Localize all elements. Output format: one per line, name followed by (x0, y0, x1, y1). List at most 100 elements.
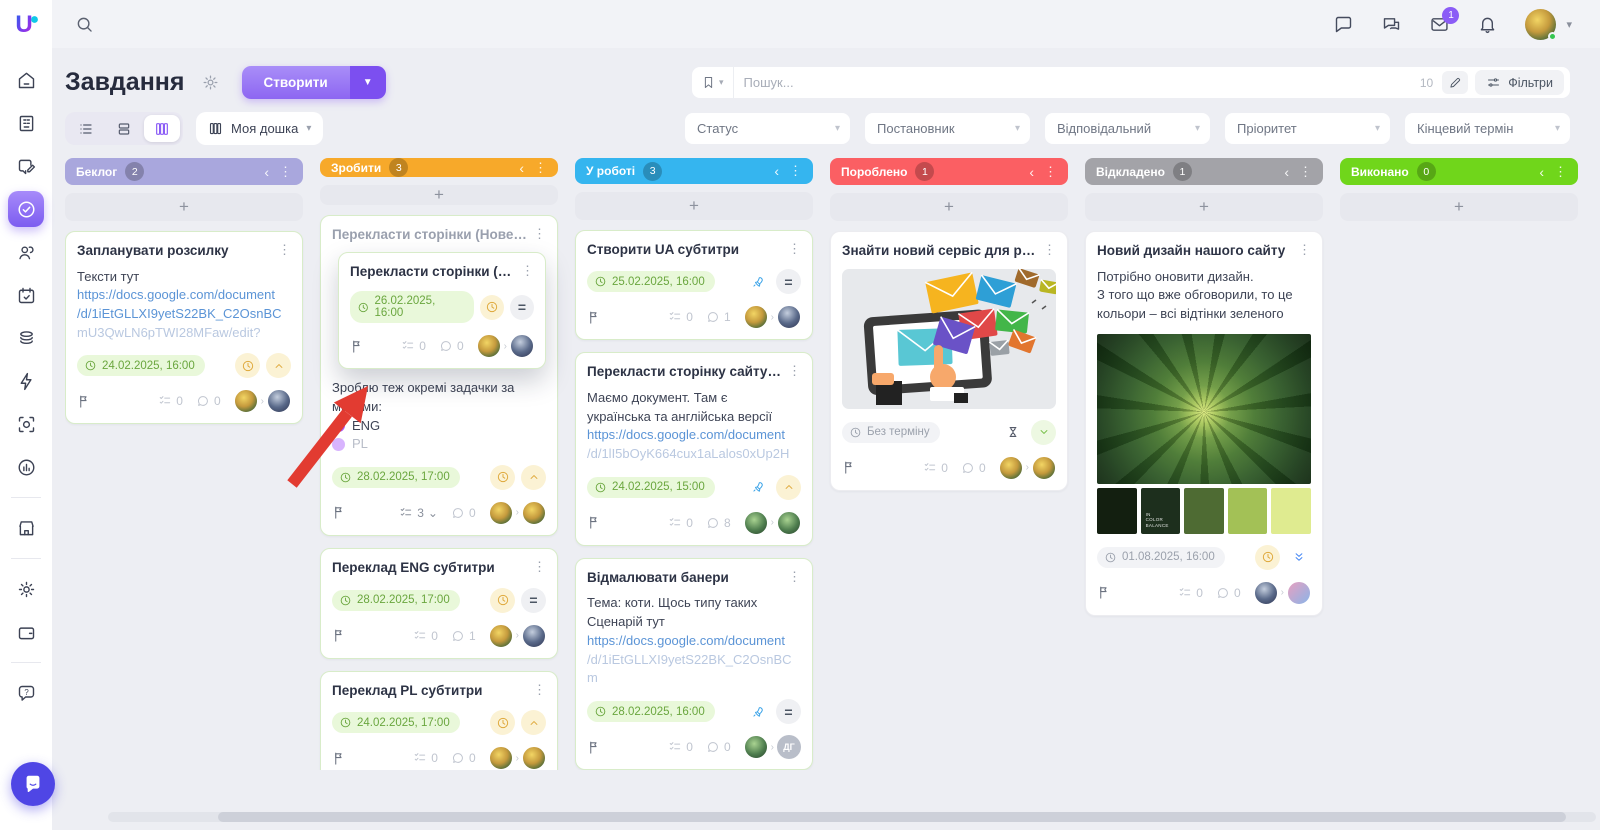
flag-icon[interactable] (350, 339, 365, 354)
column-header[interactable]: Зробити 3 ‹ ⋮ (320, 158, 558, 177)
column-header[interactable]: Пороблено 1 ‹ ⋮ (830, 158, 1068, 185)
sidebar-item-wallet[interactable] (8, 614, 44, 650)
task-card[interactable]: Знайти новий сервіс для ро... ⋮ Без термін… (830, 231, 1068, 491)
doc-link[interactable]: /d/1iEtGLLXI9yetS22BK_C2OsnBCm (587, 651, 792, 686)
comments-counter[interactable]: 0 (196, 394, 221, 408)
priority-chevron-up-icon[interactable] (521, 464, 546, 490)
task-card[interactable]: Відмалювати банери ⋮ Тема: коти. Щось типу… (575, 557, 813, 770)
rocket-icon[interactable] (745, 699, 770, 724)
column-collapse-icon[interactable]: ‹ (519, 159, 524, 176)
column-menu-icon[interactable]: ⋮ (789, 163, 802, 179)
priority-normal-icon[interactable]: = (776, 269, 801, 295)
view-rows-button[interactable] (106, 115, 142, 142)
checklist-counter[interactable]: 0 (413, 751, 438, 765)
avatar[interactable] (476, 334, 501, 359)
hourglass-icon[interactable] (1000, 420, 1025, 445)
create-button[interactable]: Створити (241, 66, 350, 99)
flag-icon[interactable] (332, 505, 347, 520)
sidebar-item-company[interactable] (8, 105, 44, 141)
due-date-pill[interactable]: 28.02.2025, 17:00 (332, 466, 460, 488)
priority-chevron-up-icon[interactable] (266, 353, 291, 379)
task-card[interactable]: Переклад PL субтитри ⋮ 24.02.2025, 17:00 0 0… (320, 670, 558, 770)
card-image-succulent[interactable] (1097, 333, 1311, 484)
column-header[interactable]: Виконано 0 ‹ ⋮ (1340, 158, 1578, 185)
checklist-counter[interactable]: 0 (158, 394, 183, 408)
card-menu-icon[interactable]: ⋮ (1043, 242, 1056, 257)
due-date-pill[interactable]: 26.02.2025, 16:00 (350, 291, 474, 324)
filters-button[interactable]: Фільтри (1475, 70, 1564, 95)
flag-icon[interactable] (332, 628, 347, 643)
comments-counter[interactable]: 0 (451, 506, 476, 520)
global-search-button[interactable] (74, 14, 95, 35)
task-card[interactable]: Створити UA субтитри ⋮ 25.02.2025, 16:00 = 0… (575, 229, 813, 341)
due-soon-clock-icon[interactable] (490, 710, 515, 736)
avatar[interactable] (233, 389, 258, 414)
rocket-icon[interactable] (745, 475, 770, 500)
group-chats-button[interactable] (1381, 14, 1402, 35)
comments-counter[interactable]: 8 (706, 516, 731, 530)
add-card-button[interactable]: + (1340, 193, 1578, 221)
due-date-pill[interactable]: 24.02.2025, 15:00 (587, 476, 715, 498)
card-menu-icon[interactable]: ⋮ (533, 681, 546, 697)
saved-search-button[interactable]: ▾ (692, 67, 734, 98)
sidebar-item-shop[interactable] (8, 510, 44, 546)
avatar[interactable] (743, 305, 768, 330)
checklist-expand-icon[interactable]: ⌄ (427, 505, 438, 520)
priority-normal-icon[interactable]: = (521, 587, 546, 613)
priority-chevron-up-icon[interactable] (776, 474, 801, 500)
priority-chevron-up-icon[interactable] (521, 710, 546, 736)
column-menu-icon[interactable]: ⋮ (1299, 163, 1312, 179)
card-image[interactable] (842, 268, 1056, 409)
task-card[interactable]: Новий дизайн нашого сайту ⋮ Потрібно онови… (1085, 231, 1323, 616)
due-date-pill[interactable]: 24.02.2025, 16:00 (77, 355, 205, 377)
sidebar-item-help[interactable]: ? (8, 675, 44, 711)
flag-icon[interactable] (587, 740, 602, 755)
column-header[interactable]: Відкладено 1 ‹ ⋮ (1085, 158, 1323, 185)
avatar[interactable] (777, 305, 801, 330)
scrollbar-thumb[interactable] (218, 812, 1566, 822)
avatar[interactable] (743, 510, 768, 535)
column-menu-icon[interactable]: ⋮ (1554, 163, 1567, 179)
due-soon-clock-icon[interactable] (235, 353, 260, 379)
due-date-pill[interactable]: 25.02.2025, 16:00 (587, 271, 715, 293)
filter-deadline[interactable]: Кінцевий термін ▾ (1405, 113, 1570, 144)
add-card-button[interactable]: + (1085, 193, 1323, 221)
profile-menu-caret[interactable]: ▾ (1566, 18, 1572, 31)
due-date-pill[interactable]: 01.08.2025, 16:00 (1097, 546, 1225, 568)
avatar[interactable] (1032, 455, 1056, 480)
doc-link[interactable]: /d/1lI5bOyK664cux1aLalos0xUp2H (587, 446, 790, 462)
flag-icon[interactable] (587, 310, 602, 325)
card-menu-icon[interactable]: ⋮ (788, 568, 801, 584)
priority-normal-icon[interactable]: = (776, 699, 801, 724)
avatar[interactable] (488, 623, 513, 648)
task-card[interactable]: Перекласти сторінки (Нове ... ⋮ Перекласти… (320, 215, 558, 536)
checklist-counter[interactable]: 0 (1178, 586, 1203, 600)
view-list-button[interactable] (68, 115, 104, 142)
checklist-counter[interactable]: 0 (923, 461, 948, 475)
due-date-pill[interactable]: Без терміну (842, 421, 940, 443)
avatar-initials[interactable]: ДГ (777, 735, 801, 759)
horizontal-scrollbar[interactable] (108, 812, 1596, 822)
card-menu-icon[interactable]: ⋮ (533, 226, 546, 241)
sidebar-item-home[interactable] (8, 62, 44, 98)
due-soon-clock-icon[interactable] (490, 464, 515, 490)
due-soon-clock-icon[interactable] (490, 587, 515, 613)
sidebar-item-team[interactable] (8, 234, 44, 270)
doc-link[interactable]: https://docs.google.com/document (587, 632, 786, 648)
card-menu-icon[interactable]: ⋮ (533, 558, 546, 574)
avatar[interactable] (510, 334, 534, 359)
due-soon-clock-icon[interactable] (479, 294, 504, 320)
due-date-pill[interactable]: 28.02.2025, 16:00 (587, 701, 715, 722)
column-header[interactable]: Беклог 2 ‹ ⋮ (65, 158, 303, 185)
rocket-icon[interactable] (745, 269, 770, 294)
avatar[interactable] (267, 389, 291, 414)
column-menu-icon[interactable]: ⋮ (1044, 163, 1057, 179)
doc-link[interactable]: /d/1iEtGLLXI9yetS22BK_C2OsnBC (77, 305, 282, 321)
sidebar-item-calendar[interactable] (8, 277, 44, 313)
card-menu-icon[interactable]: ⋮ (278, 242, 291, 257)
comments-counter[interactable]: 0 (961, 461, 986, 475)
column-header[interactable]: У роботі 3 ‹ ⋮ (575, 158, 813, 185)
task-card[interactable]: Запланувати розсилку ⋮ Тексти тут https://d… (65, 231, 303, 425)
priority-chevron-down-icon[interactable] (1031, 419, 1056, 445)
sidebar-item-settings[interactable] (8, 571, 44, 607)
